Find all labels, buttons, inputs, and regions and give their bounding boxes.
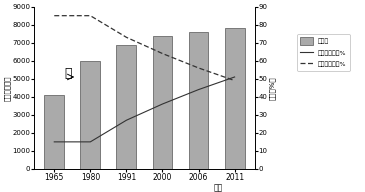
Bar [189, 32, 208, 169]
Bar [80, 61, 100, 169]
Bar [153, 36, 172, 169]
Text: 乙: 乙 [64, 67, 72, 80]
Bar [116, 45, 136, 169]
Bar [44, 95, 64, 169]
Y-axis label: 单位：万人）: 单位：万人） [4, 75, 11, 101]
Y-axis label: 单位（%）: 单位（%） [269, 76, 276, 100]
Legend: 总人口, 城镇人口比重%, 乡村人口比重%: 总人口, 城镇人口比重%, 乡村人口比重% [297, 34, 350, 71]
Bar [225, 28, 245, 169]
Text: 年，: 年， [214, 183, 223, 192]
